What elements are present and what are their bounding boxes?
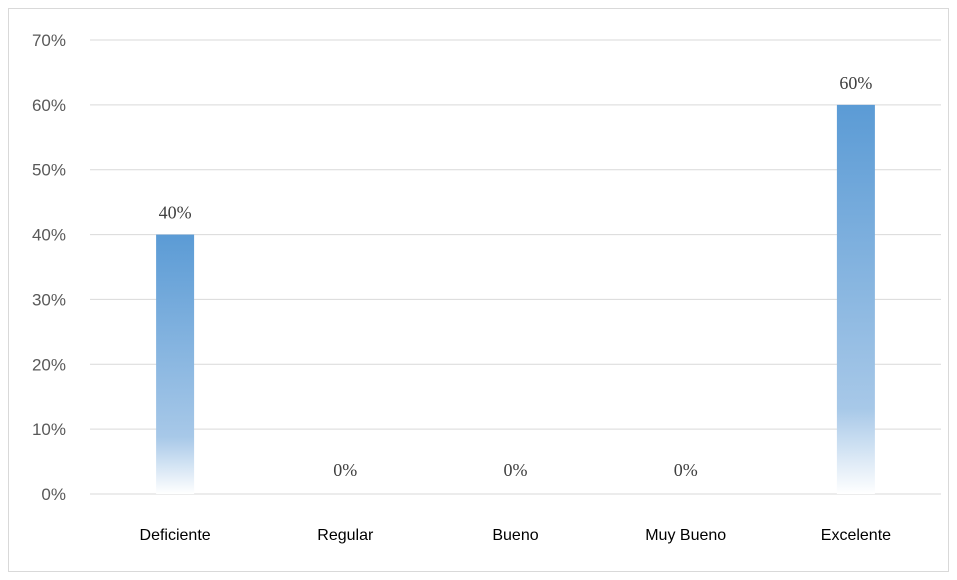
- y-tick-label: 30%: [32, 290, 66, 309]
- bars: [156, 104, 875, 495]
- x-category-label: Muy Bueno: [645, 527, 726, 544]
- data-label: 0%: [504, 460, 528, 480]
- y-tick-label: 60%: [32, 96, 66, 115]
- y-tick-label: 20%: [32, 355, 66, 374]
- y-axis-ticks: 0% 10% 20% 30% 40% 50% 60% 70%: [32, 31, 66, 504]
- gridlines: [90, 39, 941, 495]
- y-tick-label: 50%: [32, 161, 66, 180]
- y-tick-label: 10%: [32, 420, 66, 439]
- y-tick-label: 70%: [32, 31, 66, 50]
- x-category-label: Excelente: [821, 527, 891, 544]
- data-label: 40%: [159, 203, 192, 223]
- x-category-label: Regular: [317, 527, 374, 544]
- data-label: 0%: [333, 460, 357, 480]
- y-tick-label: 0%: [41, 485, 66, 504]
- y-tick-label: 40%: [32, 226, 66, 245]
- data-label: 60%: [839, 73, 872, 93]
- x-category-label: Deficiente: [140, 527, 211, 544]
- bar: [836, 104, 875, 494]
- data-label: 0%: [674, 460, 698, 480]
- x-category-label: Bueno: [492, 527, 538, 544]
- data-labels: 40% 0% 0% 0% 60%: [159, 73, 873, 480]
- bar: [156, 234, 195, 495]
- x-axis-categories: Deficiente Regular Bueno Muy Bueno Excelente: [140, 527, 892, 544]
